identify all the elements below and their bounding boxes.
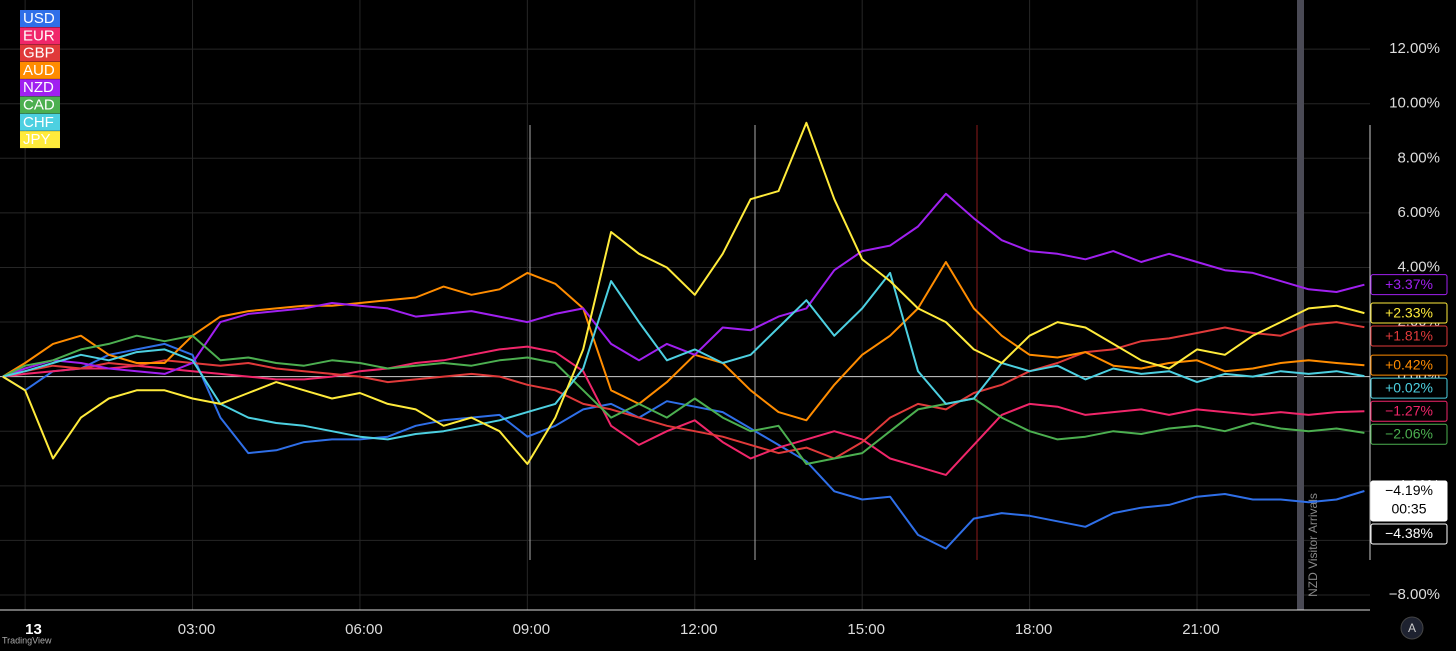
series-line [2, 334, 1365, 465]
legend-label: CHF [23, 114, 54, 131]
price-tag [1370, 523, 1448, 545]
price-tag [1370, 302, 1448, 324]
legend-swatch [20, 96, 60, 114]
auto-scale-label[interactable]: A [1408, 621, 1416, 635]
price-tag [1370, 480, 1448, 522]
series-line [2, 121, 1365, 465]
price-tags: −4.19% 00:35 −1.27% +1.81% +0.42% +3.37% −2.06… [1370, 274, 1448, 545]
auto-scale-button[interactable] [1400, 616, 1424, 640]
legend-swatch [20, 10, 60, 27]
price-tag [1370, 400, 1448, 422]
price-tag-label: +1.81% [1385, 327, 1433, 343]
x-tick-label: 18:00 [1015, 621, 1053, 638]
lines [2, 121, 1365, 550]
x-tick-label: 21:00 [1182, 621, 1220, 638]
legend-label: GBP [23, 45, 55, 62]
y-tick-label: 10.00% [1389, 95, 1440, 112]
legend-swatch [20, 61, 60, 79]
series-line [2, 271, 1365, 441]
x-tick-label: 12:00 [680, 621, 718, 638]
legend-swatch [20, 79, 60, 97]
price-tag [1370, 377, 1448, 399]
price-tag [1370, 325, 1448, 347]
legend-swatch [20, 113, 60, 131]
price-tag-label: −2.06% [1385, 426, 1433, 442]
series-line [2, 321, 1365, 460]
legend-swatch [20, 44, 60, 62]
x-tick-label: 06:00 [345, 621, 383, 638]
series-line [2, 261, 1365, 422]
x-tick-label: 09:00 [513, 621, 551, 638]
price-tag [1370, 274, 1448, 296]
price-tag-label: +0.02% [1385, 379, 1433, 395]
countdown: 00:35 [1391, 501, 1426, 517]
x-tick-label: 03:00 [178, 621, 216, 638]
legend-label: USD [23, 10, 55, 27]
legend-label: CAD [23, 96, 55, 113]
price-tag-label: −1.27% [1385, 403, 1433, 419]
y-tick-label: 4.00% [1397, 258, 1440, 275]
price-tag-label: +2.33% [1385, 304, 1433, 320]
legend-label: AUD [23, 62, 55, 79]
series-line [2, 192, 1365, 378]
price-tag-label: +3.37% [1385, 276, 1433, 292]
x-tick-label: 15:00 [847, 621, 885, 638]
legend-label: NZD [23, 79, 54, 96]
price-tag [1370, 354, 1448, 376]
event-label: NZD Visitor Arrivals [1306, 493, 1320, 597]
legend-swatch [20, 131, 60, 149]
legend-label: EUR [23, 27, 55, 44]
y-tick-label: 8.00% [1397, 149, 1440, 166]
price-tag-label: +0.42% [1385, 356, 1433, 372]
series-line [2, 345, 1365, 476]
legend-swatch [20, 27, 60, 45]
y-tick-label: 12.00% [1389, 40, 1440, 57]
y-tick-label: −8.00% [1389, 586, 1440, 603]
event-band [1297, 0, 1304, 610]
series-line [2, 342, 1365, 550]
price-tag-label: −4.19% [1385, 482, 1433, 498]
price-tag [1370, 423, 1448, 445]
y-tick-label: 6.00% [1397, 204, 1440, 221]
grid [0, 0, 1370, 610]
x-tick-label: 13 [25, 621, 42, 638]
price-tag-label: −4.38% [1385, 525, 1433, 541]
brand: TradingView [2, 635, 52, 645]
legend-label: JPY [23, 131, 51, 148]
